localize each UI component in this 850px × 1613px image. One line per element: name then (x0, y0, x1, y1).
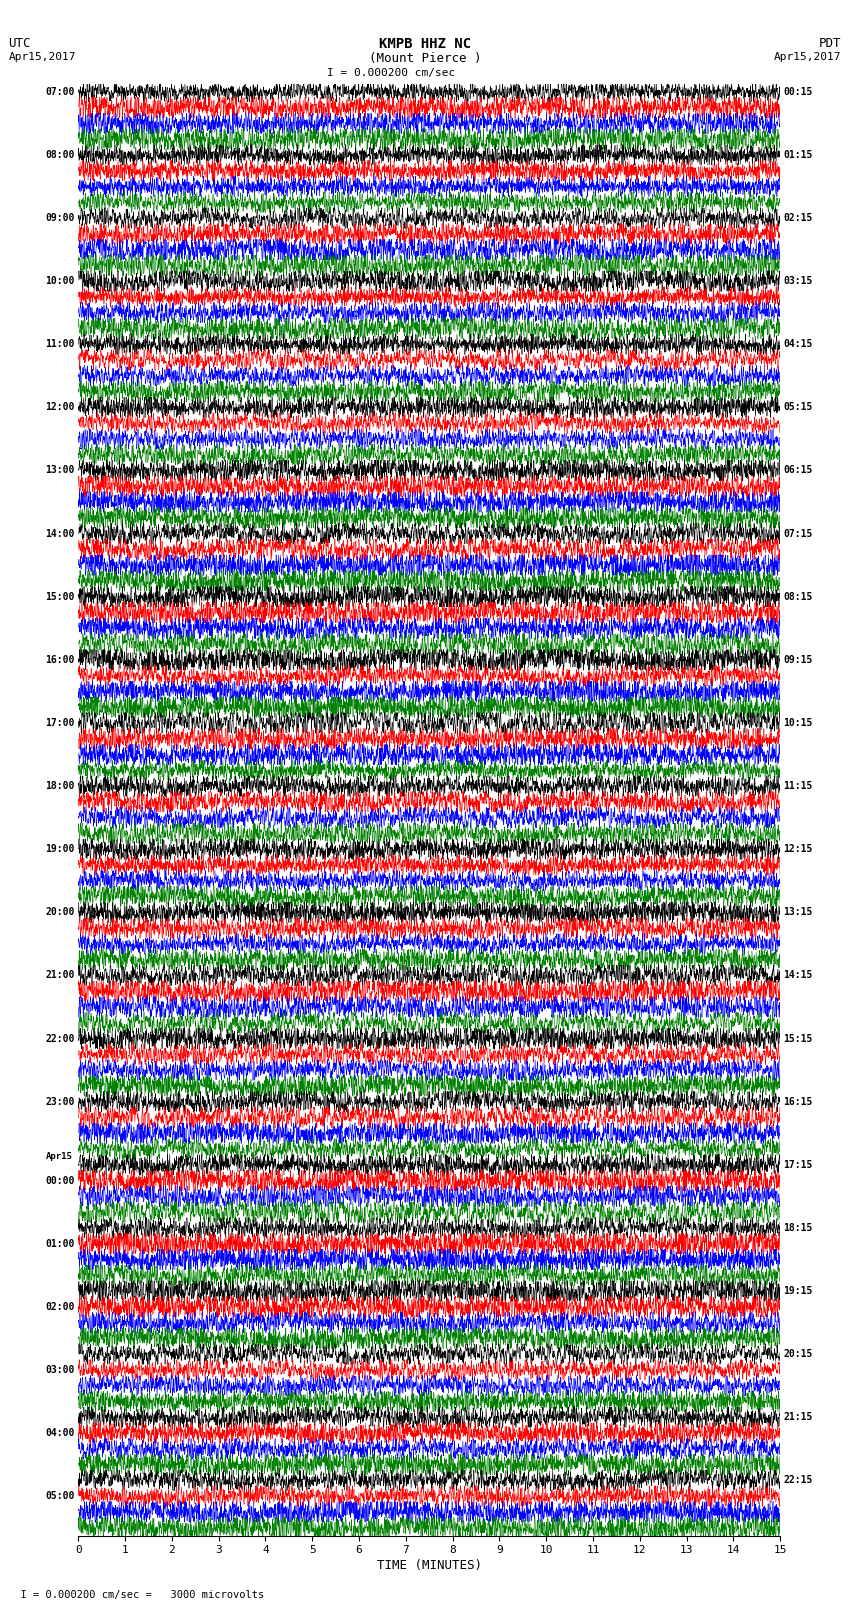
Text: Apr15,2017: Apr15,2017 (774, 52, 842, 61)
Text: 11:15: 11:15 (783, 781, 813, 790)
Text: 03:00: 03:00 (45, 1365, 75, 1374)
Text: 07:15: 07:15 (783, 529, 813, 539)
Text: 11:00: 11:00 (45, 339, 75, 350)
Text: 10:15: 10:15 (783, 718, 813, 727)
Text: 15:00: 15:00 (45, 592, 75, 602)
Text: 21:00: 21:00 (45, 971, 75, 981)
Text: I = 0.000200 cm/sec =   3000 microvolts: I = 0.000200 cm/sec = 3000 microvolts (8, 1590, 264, 1600)
Text: 01:00: 01:00 (45, 1239, 75, 1248)
Text: Apr15,2017: Apr15,2017 (8, 52, 76, 61)
Text: 02:00: 02:00 (45, 1302, 75, 1311)
Text: 23:00: 23:00 (45, 1097, 75, 1107)
X-axis label: TIME (MINUTES): TIME (MINUTES) (377, 1560, 482, 1573)
Text: 10:00: 10:00 (45, 276, 75, 286)
Text: KMPB HHZ NC: KMPB HHZ NC (379, 37, 471, 52)
Text: 09:15: 09:15 (783, 655, 813, 665)
Text: 12:15: 12:15 (783, 844, 813, 855)
Text: 13:00: 13:00 (45, 466, 75, 476)
Text: 18:15: 18:15 (783, 1223, 813, 1232)
Text: 07:00: 07:00 (45, 87, 75, 97)
Text: (Mount Pierce ): (Mount Pierce ) (369, 52, 481, 65)
Text: 20:15: 20:15 (783, 1348, 813, 1360)
Text: 14:15: 14:15 (783, 971, 813, 981)
Text: 09:00: 09:00 (45, 213, 75, 223)
Text: 08:00: 08:00 (45, 150, 75, 160)
Text: 05:15: 05:15 (783, 402, 813, 413)
Text: 17:00: 17:00 (45, 718, 75, 727)
Text: 17:15: 17:15 (783, 1160, 813, 1169)
Text: 14:00: 14:00 (45, 529, 75, 539)
Text: 19:15: 19:15 (783, 1286, 813, 1295)
Text: UTC: UTC (8, 37, 31, 50)
Text: 13:15: 13:15 (783, 907, 813, 918)
Text: 12:00: 12:00 (45, 402, 75, 413)
Text: 00:00: 00:00 (45, 1176, 75, 1186)
Text: I = 0.000200 cm/sec: I = 0.000200 cm/sec (327, 68, 455, 77)
Text: 22:00: 22:00 (45, 1034, 75, 1044)
Text: 21:15: 21:15 (783, 1413, 813, 1423)
Text: 08:15: 08:15 (783, 592, 813, 602)
Text: 01:15: 01:15 (783, 150, 813, 160)
Text: 00:15: 00:15 (783, 87, 813, 97)
Text: 03:15: 03:15 (783, 276, 813, 286)
Text: 22:15: 22:15 (783, 1476, 813, 1486)
Text: 04:15: 04:15 (783, 339, 813, 350)
Text: 20:00: 20:00 (45, 907, 75, 918)
Text: Apr15: Apr15 (46, 1152, 72, 1161)
Text: 02:15: 02:15 (783, 213, 813, 223)
Text: 15:15: 15:15 (783, 1034, 813, 1044)
Text: 04:00: 04:00 (45, 1428, 75, 1439)
Text: 06:15: 06:15 (783, 466, 813, 476)
Text: 18:00: 18:00 (45, 781, 75, 790)
Text: 05:00: 05:00 (45, 1490, 75, 1502)
Text: PDT: PDT (819, 37, 842, 50)
Text: 16:00: 16:00 (45, 655, 75, 665)
Text: 19:00: 19:00 (45, 844, 75, 855)
Text: 16:15: 16:15 (783, 1097, 813, 1107)
